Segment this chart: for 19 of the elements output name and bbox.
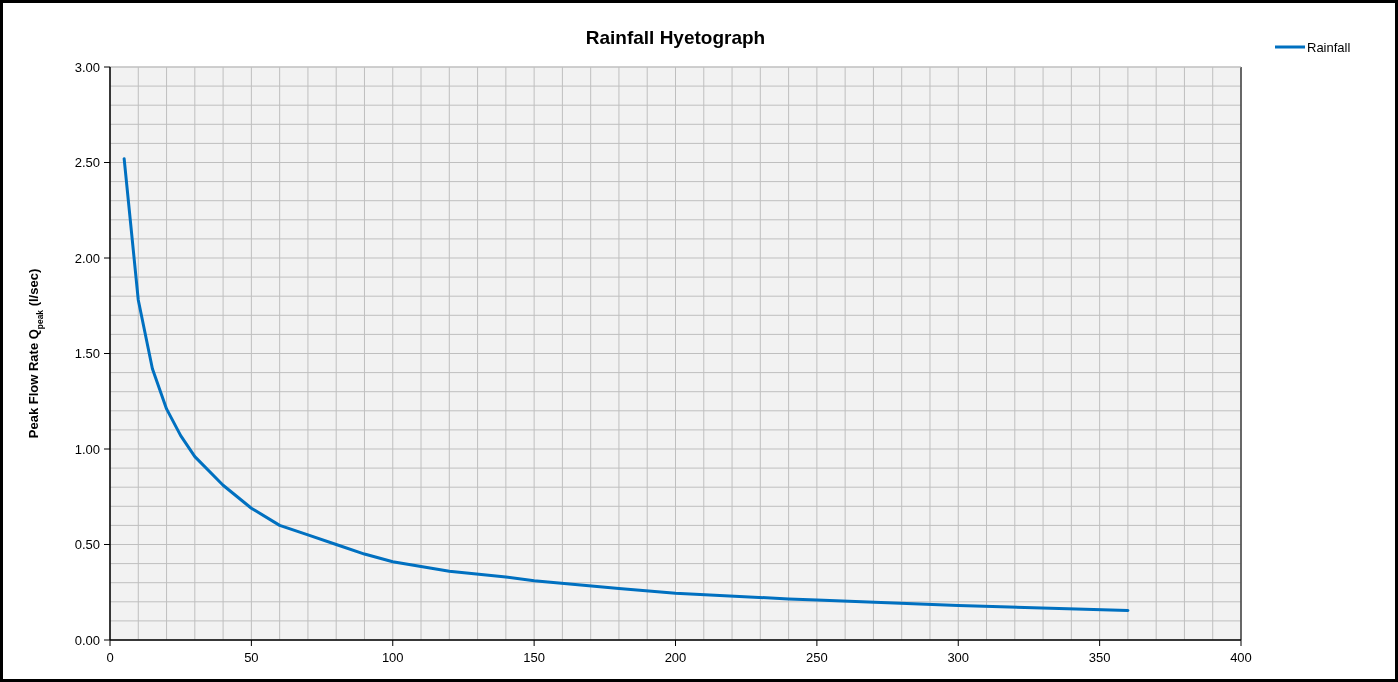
x-tick-label: 300: [947, 650, 970, 665]
x-tick-label: 100: [381, 650, 404, 665]
y-tick-label: 2.00: [74, 250, 100, 266]
x-tick-label: 150: [523, 650, 545, 665]
x-tick-label: 400: [1230, 650, 1252, 665]
x-tick-label: 200: [664, 650, 687, 665]
chart-title: Rainfall Hyetograph: [585, 27, 766, 48]
y-tick-label: 3.00: [74, 59, 100, 75]
x-tick-label: 350: [1088, 650, 1111, 665]
y-tick-label: 1.50: [74, 346, 100, 362]
y-tick-label: 1.00: [74, 441, 100, 457]
x-tick-label: 250: [806, 650, 828, 665]
legend-label: Rainfall: [1307, 39, 1351, 55]
y-tick-label: 0.00: [74, 632, 100, 648]
x-tick-label: 50: [244, 650, 259, 665]
y-tick-label: 2.50: [74, 155, 100, 171]
y-tick-label: 0.50: [74, 537, 100, 553]
x-tick-label: 0: [106, 650, 114, 665]
line-series: [122, 157, 1130, 612]
